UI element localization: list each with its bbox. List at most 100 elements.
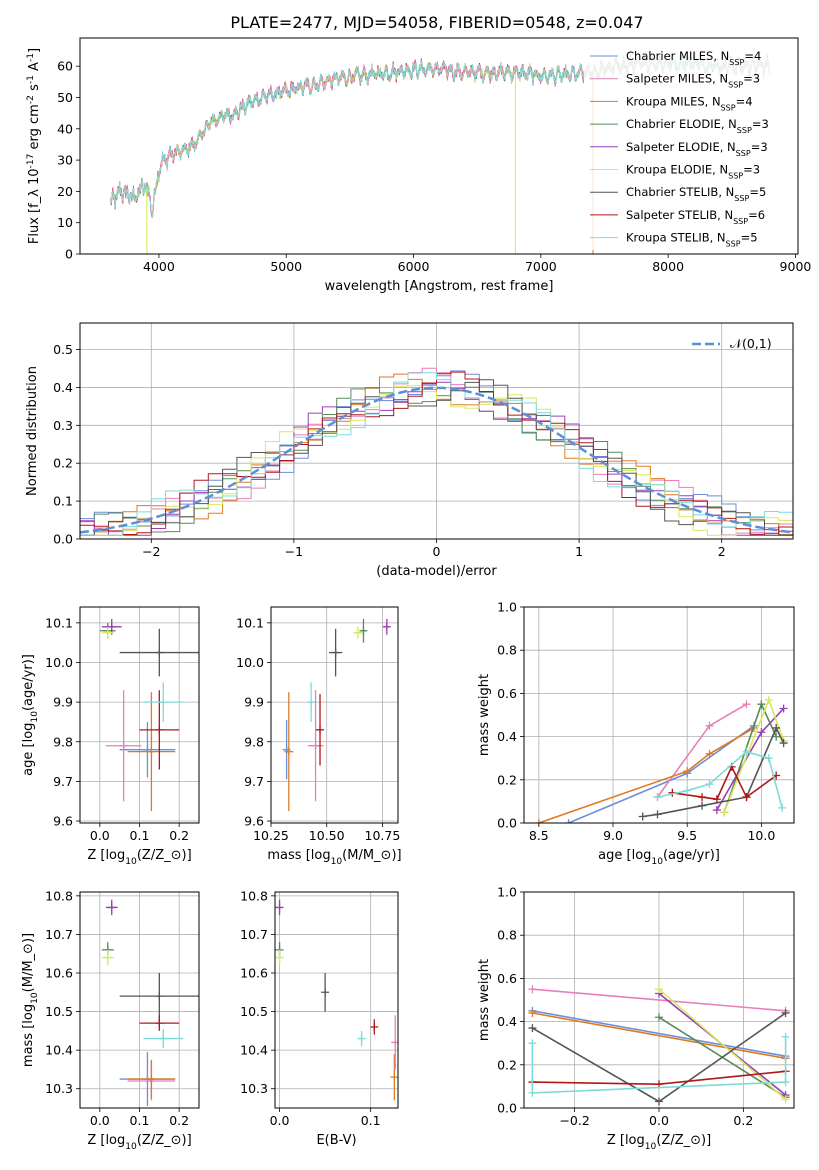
mass-weight-marker (779, 704, 788, 713)
mass-weight-marker (564, 819, 573, 823)
data-point (353, 626, 363, 639)
y-tick-label: 10.0 (236, 655, 264, 670)
legend-entry: Chabrier ELODIE, NSSP=3 (626, 117, 769, 135)
mass-weight-marker (781, 1078, 790, 1087)
mass-weight-marker (779, 739, 788, 748)
x-tick-label: 0.0 (270, 1113, 290, 1128)
mass-weight-marker (772, 732, 781, 741)
y-tick-label: 0.3 (53, 418, 73, 433)
point-marker (382, 622, 391, 631)
y-tick-label: 0.6 (497, 971, 517, 986)
axes-frame (523, 891, 795, 1109)
x-tick-label: 8.5 (529, 828, 549, 843)
y-tick-label: 1.0 (497, 600, 517, 615)
x-tick-label: 0.2 (169, 1113, 189, 1128)
mass-weight-line (642, 726, 785, 818)
x-tick-label: 6000 (398, 259, 430, 274)
point-marker (357, 1034, 366, 1043)
y-tick-label: 10.5 (45, 1004, 73, 1019)
mass-weight-marker (528, 1039, 537, 1048)
x-tick-label: 9.0 (603, 828, 623, 843)
mass-weight-marker (653, 810, 662, 819)
x-tick-label: 7000 (525, 259, 557, 274)
panel-spectrum: 4000 5000 6000 7000 8000 9000 0 10 20 30 40 50 60 wav… (26, 37, 811, 294)
legend-frame (584, 43, 795, 250)
x-tick-label: 0.0 (649, 1113, 669, 1128)
legend-entry: 𝒩(0,1) (730, 336, 772, 351)
axes-frame (79, 37, 799, 255)
x-tick-label: 10.75 (365, 828, 401, 843)
y-axis-label: Flux [f_λ 10-17 erg cm-2 s-1 A-1] (26, 48, 42, 244)
y-axis-label: mass [log10(M/M_⊙)] (21, 933, 40, 1067)
y-tick-label: 10.1 (236, 615, 264, 630)
axes-frame (270, 606, 399, 824)
point-marker (155, 648, 164, 657)
mass-weight-line (723, 697, 785, 813)
legend-entry: Kroupa STELIB, NSSP=5 (626, 231, 758, 249)
y-tick-label: 9.6 (53, 814, 73, 829)
mass-weight-line (532, 1012, 786, 1060)
data-point (143, 1028, 184, 1049)
y-tick-label: 20 (57, 184, 73, 199)
y-tick-label: 10.4 (240, 1043, 268, 1058)
y-axis-label: mass weight (477, 959, 492, 1041)
y-tick-label: 0.2 (497, 772, 517, 787)
legend-entry: Salpeter ELODIE, NSSP=3 (626, 140, 768, 158)
mass-weight-marker (698, 793, 707, 802)
y-tick-label: 10.7 (240, 927, 268, 942)
y-tick-label: 0.5 (53, 342, 73, 357)
x-tick-label: 0.2 (169, 828, 189, 843)
point-marker (353, 628, 362, 637)
mass-weight-marker (653, 793, 662, 802)
y-tick-label: 10 (57, 215, 73, 230)
x-tick-label: 0.2 (733, 1113, 753, 1128)
y-tick-label: 1.0 (497, 885, 517, 900)
axes-frame (79, 322, 794, 540)
plot-area-age-vs-Z (99, 618, 199, 812)
data-point (307, 682, 316, 722)
mass-weight-marker (757, 728, 766, 737)
spectrum-line (110, 61, 593, 218)
y-tick-label: 9.9 (244, 695, 264, 710)
x-tick-label: 0 (433, 544, 441, 559)
mass-weight-marker (781, 1008, 790, 1017)
mass-weight-marker (528, 985, 537, 994)
data-point (105, 690, 142, 802)
point-marker (143, 745, 152, 754)
mass-weight-marker (683, 786, 692, 795)
y-tick-label: 0.0 (497, 816, 517, 831)
residual-histogram (80, 379, 793, 536)
x-tick-label: −2 (142, 544, 160, 559)
mass-weight-marker (655, 985, 663, 994)
mass-weight-line (532, 1010, 786, 1057)
data-point (127, 1059, 176, 1099)
y-axis-label: age [log10(age/yr)] (21, 654, 40, 776)
y-tick-label: 30 (57, 153, 73, 168)
y-tick-label: 0.6 (497, 686, 517, 701)
point-marker (147, 1075, 156, 1084)
point-marker (359, 626, 368, 635)
mass-weight-marker (772, 723, 781, 732)
legend-entry: Salpeter MILES, NSSP=3 (626, 72, 760, 90)
point-marker (284, 747, 293, 756)
point-marker (119, 741, 128, 750)
y-tick-label: 9.7 (244, 774, 264, 789)
data-point (370, 1019, 379, 1035)
data-point (101, 626, 114, 639)
data-point (328, 628, 343, 677)
data-point (390, 1054, 398, 1101)
x-axis-label: Z [log10(Z/Z_⊙)] (607, 1133, 711, 1152)
mass-weight-marker (742, 700, 751, 709)
x-tick-label: 9.5 (677, 828, 697, 843)
mass-weight-line (532, 988, 786, 1012)
data-point (357, 1030, 366, 1047)
y-tick-label: 60 (57, 59, 73, 74)
data-point (119, 628, 199, 677)
y-tick-label: 9.6 (244, 814, 264, 829)
data-point (275, 899, 284, 916)
x-axis-label: mass [log10(M/M_⊙)] (267, 848, 401, 867)
mass-weight-marker (655, 1097, 663, 1106)
mass-weight-marker (528, 1008, 537, 1017)
mass-weight-marker (705, 749, 714, 758)
panel-age-vs-Z: 0.0 0.1 0.2 9.6 9.7 9.8 9.9 10.0 10.1 Z [log10(Z/… (21, 606, 200, 867)
